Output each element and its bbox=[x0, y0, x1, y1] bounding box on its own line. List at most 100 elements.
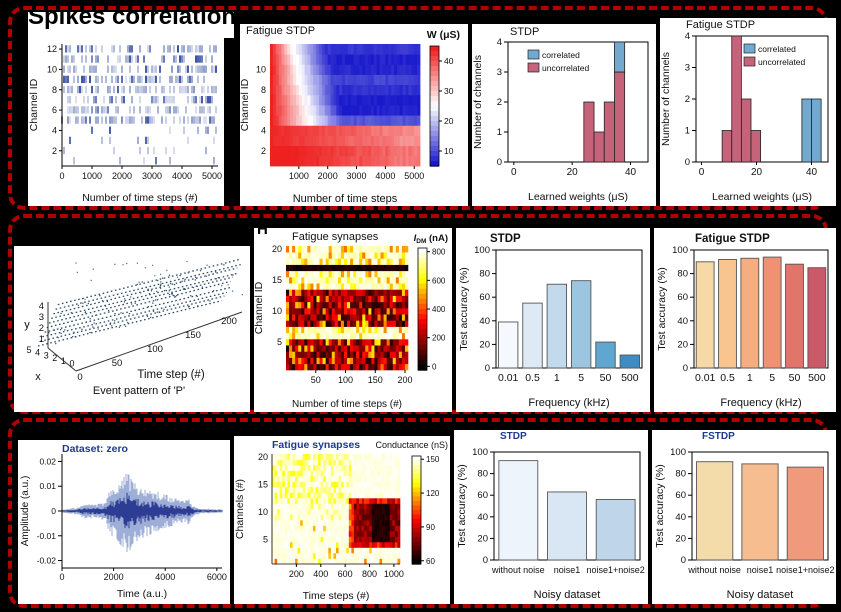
fatigue-stdp-weight-heatmap: 2 4 6 8 10 1000 2000 3000 4000 5000 Number of time… bbox=[239, 24, 468, 206]
svg-text:8: 8 bbox=[261, 85, 266, 95]
figure-title-clipped: Spikes correlation bbox=[28, 12, 234, 38]
svg-text:3: 3 bbox=[39, 312, 44, 323]
svg-text:6: 6 bbox=[52, 105, 57, 115]
svg-text:60: 60 bbox=[479, 292, 490, 303]
svg-text:0.5: 0.5 bbox=[720, 372, 735, 384]
svg-text:90: 90 bbox=[426, 523, 435, 532]
svg-text:0.02: 0.02 bbox=[39, 456, 56, 466]
svg-text:0: 0 bbox=[511, 167, 517, 178]
svg-text:0.5: 0.5 bbox=[525, 372, 540, 384]
svg-text:4: 4 bbox=[497, 37, 502, 48]
svg-text:400: 400 bbox=[313, 569, 328, 579]
svg-text:Number of time steps (#): Number of time steps (#) bbox=[82, 192, 198, 204]
dataset-zero-waveform-plot: 0.02 0.01 0 -0.01 -0.02 0 2000 4000 6000 Time (a.… bbox=[18, 440, 230, 604]
svg-text:1000: 1000 bbox=[384, 569, 404, 579]
svg-text:Test accuracy (%): Test accuracy (%) bbox=[654, 464, 666, 547]
svg-text:0: 0 bbox=[699, 167, 705, 178]
svg-text:5000: 5000 bbox=[202, 171, 222, 181]
svg-text:100: 100 bbox=[670, 447, 686, 458]
svg-text:20: 20 bbox=[675, 533, 686, 544]
svg-text:2000: 2000 bbox=[112, 171, 132, 181]
svg-text:2: 2 bbox=[497, 97, 502, 108]
svg-text:Test accuracy (%): Test accuracy (%) bbox=[656, 267, 668, 350]
svg-text:60: 60 bbox=[477, 490, 488, 501]
svg-text:800: 800 bbox=[432, 248, 446, 257]
svg-text:40: 40 bbox=[675, 512, 686, 523]
svg-text:2000: 2000 bbox=[104, 572, 124, 582]
svg-text:Channel ID: Channel ID bbox=[254, 281, 265, 334]
figure-title-text: Spikes correlation bbox=[28, 12, 234, 30]
svg-text:noise1+noise2: noise1+noise2 bbox=[587, 565, 645, 575]
svg-text:10: 10 bbox=[272, 306, 282, 316]
svg-text:8: 8 bbox=[52, 85, 57, 95]
svg-text:Test accuracy (%): Test accuracy (%) bbox=[456, 464, 468, 547]
event-pattern-3d-plot: 4 3 2 1 y 5 4 3 2 1 0 x 0 50 100 150 200 Time step (#) Eve… bbox=[14, 246, 250, 412]
fstdp-noise-accuracy-chart: 0 20 40 60 80 100 without noise noise1 noise1+no… bbox=[652, 430, 836, 604]
svg-text:50: 50 bbox=[789, 372, 801, 384]
svg-text:40: 40 bbox=[444, 56, 454, 66]
svg-text:80: 80 bbox=[677, 269, 688, 280]
svg-text:correlated: correlated bbox=[542, 50, 580, 60]
svg-text:60: 60 bbox=[426, 557, 435, 566]
svg-text:100: 100 bbox=[672, 245, 688, 256]
svg-text:5000: 5000 bbox=[404, 171, 424, 181]
svg-text:2: 2 bbox=[261, 146, 266, 156]
svg-text:20: 20 bbox=[258, 452, 268, 462]
svg-text:5: 5 bbox=[769, 372, 775, 384]
svg-text:4000: 4000 bbox=[155, 572, 175, 582]
svg-text:40: 40 bbox=[806, 167, 818, 178]
svg-text:4: 4 bbox=[261, 125, 266, 135]
svg-text:15: 15 bbox=[272, 275, 282, 285]
svg-text:4: 4 bbox=[39, 301, 44, 312]
svg-text:0.01: 0.01 bbox=[39, 481, 56, 491]
fstdp-noise-title: FSTDP bbox=[702, 431, 735, 442]
svg-text:10: 10 bbox=[258, 507, 268, 517]
svg-text:4: 4 bbox=[685, 31, 690, 42]
svg-text:0.01: 0.01 bbox=[695, 372, 716, 384]
svg-text:0: 0 bbox=[59, 171, 64, 181]
panel-letter-h: H bbox=[257, 228, 268, 238]
fatigue-synapses-current-panel: 5 10 15 20 50 100 150 200 Number of time steps (… bbox=[253, 228, 452, 412]
svg-text:30: 30 bbox=[444, 86, 454, 96]
svg-text:Learned weights (μS): Learned weights (μS) bbox=[528, 191, 628, 203]
svg-text:2: 2 bbox=[39, 323, 44, 334]
svg-text:20: 20 bbox=[477, 533, 488, 544]
svg-text:4: 4 bbox=[52, 125, 57, 135]
svg-text:150: 150 bbox=[185, 330, 201, 341]
svg-text:2: 2 bbox=[685, 94, 690, 105]
svg-text:2: 2 bbox=[52, 146, 57, 156]
dataset-zero-title: Dataset: zero bbox=[62, 443, 128, 455]
svg-text:100: 100 bbox=[474, 245, 490, 256]
svg-text:3: 3 bbox=[44, 350, 49, 360]
svg-text:20: 20 bbox=[479, 339, 490, 350]
svg-text:1000: 1000 bbox=[82, 171, 102, 181]
svg-text:Time step (#): Time step (#) bbox=[137, 369, 204, 381]
fatigue-stdp-heatmap-title: Fatigue STDP bbox=[246, 25, 316, 37]
fatigue-stdp-histogram-title: Fatigue STDP bbox=[686, 19, 756, 31]
svg-text:0: 0 bbox=[681, 555, 686, 566]
fatigue-stdp-weight-heatmap-panel: 2 4 6 8 10 1000 2000 3000 4000 5000 Number of time… bbox=[239, 24, 468, 206]
spike-raster-panel: 2 4 6 8 10 12 0 1000 2000 3000 4000 5000 Number of t… bbox=[28, 38, 224, 206]
svg-text:0: 0 bbox=[77, 372, 82, 383]
svg-text:3000: 3000 bbox=[142, 171, 162, 181]
svg-text:120: 120 bbox=[426, 489, 440, 498]
svg-text:5: 5 bbox=[26, 345, 31, 355]
svg-text:without noise: without noise bbox=[491, 565, 545, 575]
svg-text:50: 50 bbox=[112, 358, 123, 369]
stdp-frequency-title: STDP bbox=[490, 233, 521, 245]
svg-text:0: 0 bbox=[685, 157, 690, 168]
fatigue-stdp-histogram-panel: 0 1 2 3 4 0 20 40 correlated uncorrelated Learned … bbox=[660, 18, 836, 206]
svg-text:0: 0 bbox=[59, 572, 64, 582]
svg-text:noise1: noise1 bbox=[747, 565, 774, 575]
svg-text:15: 15 bbox=[258, 479, 268, 489]
fatigue-synapses-conductance-panel: 5 10 15 20 200 400 600 800 1000 Time steps (#) Cha… bbox=[234, 436, 450, 604]
svg-text:0: 0 bbox=[432, 362, 437, 371]
svg-text:20: 20 bbox=[444, 116, 454, 126]
svg-text:x: x bbox=[35, 371, 41, 383]
fstdp-noise-accuracy-panel: 0 20 40 60 80 100 without noise noise1 noise1+no… bbox=[652, 430, 836, 604]
svg-text:0: 0 bbox=[485, 363, 490, 374]
svg-text:20: 20 bbox=[272, 244, 282, 254]
svg-text:150: 150 bbox=[426, 455, 440, 464]
svg-text:2: 2 bbox=[52, 353, 57, 363]
stdp-frequency-accuracy-chart: 0 20 40 60 80 100 0.01 0.5 1 5 50 500 Frequency (kHz… bbox=[456, 228, 650, 412]
